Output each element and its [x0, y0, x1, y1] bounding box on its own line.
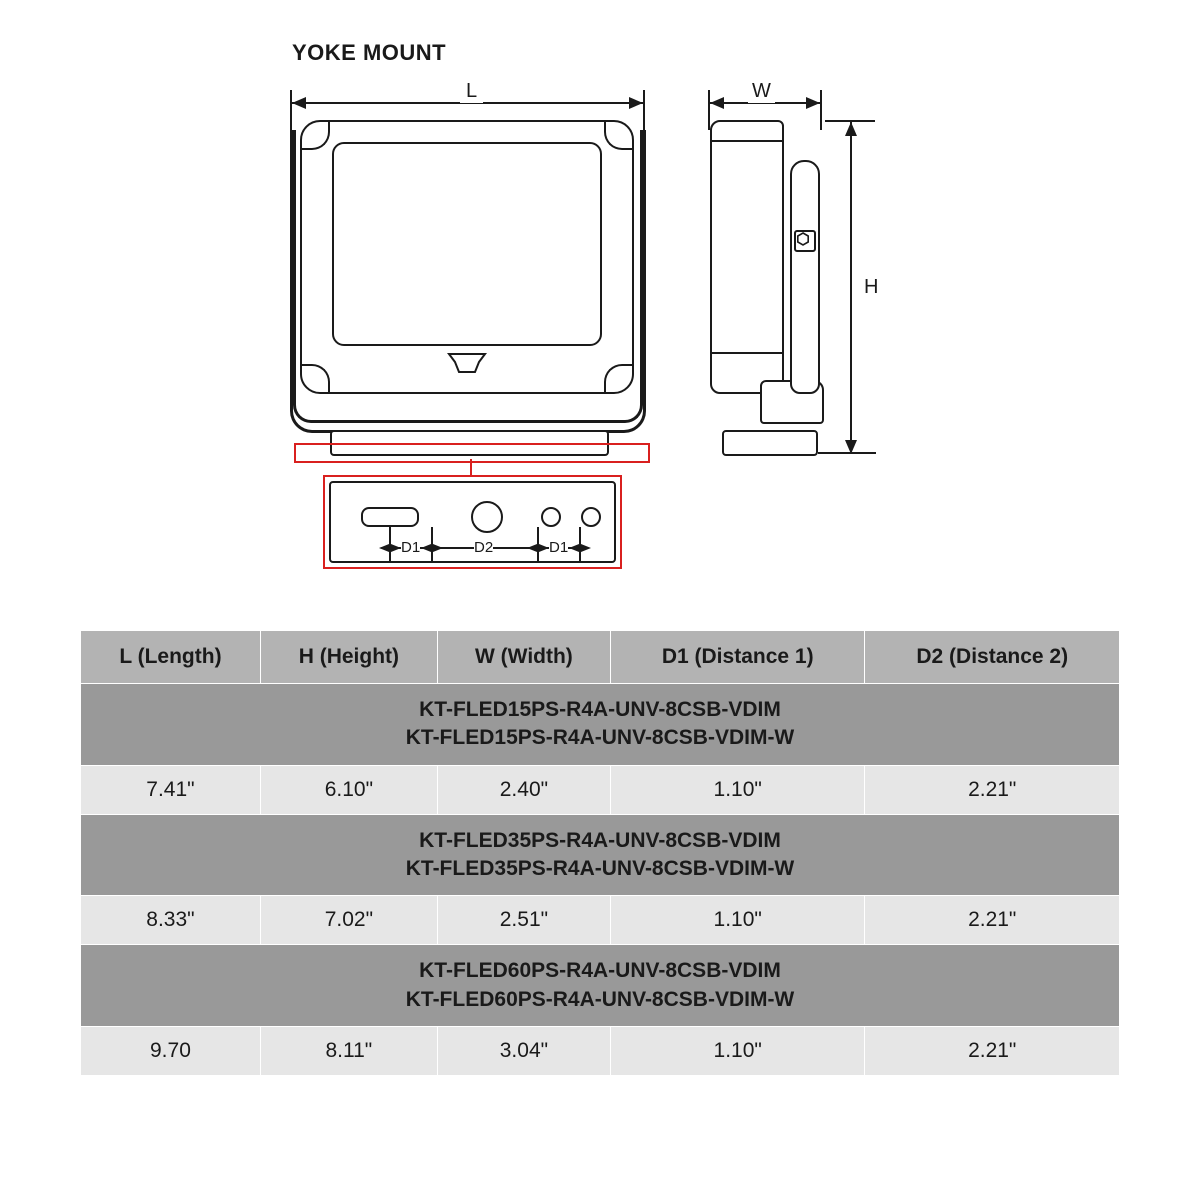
yoke-mount-diagram: L W H	[290, 70, 920, 600]
value-cell: 2.21"	[865, 1027, 1120, 1076]
value-cell: 1.10"	[610, 896, 864, 945]
hex-screw-icon	[796, 232, 810, 246]
front-lens	[332, 142, 602, 346]
side-base-plate	[722, 430, 818, 456]
dim-D1-label-right: D1	[549, 539, 568, 556]
value-cell: 2.51"	[437, 896, 610, 945]
dimensions-table: L (Length) H (Height) W (Width) D1 (Dist…	[80, 630, 1120, 1076]
callout-connector	[470, 459, 472, 475]
value-cell: 9.70	[81, 1027, 261, 1076]
col-D1: D1 (Distance 1)	[610, 631, 864, 684]
callout-highlight-bottom: D1 D2 D1	[323, 475, 622, 569]
value-cell: 7.41"	[81, 765, 261, 814]
side-yoke-assembly	[760, 160, 820, 430]
model-row: KT-FLED60PS-R4A-UNV-8CSB-VDIMKT-FLED60PS…	[81, 945, 1120, 1027]
dim-W-label: W	[748, 80, 775, 103]
value-cell: 1.10"	[610, 765, 864, 814]
mount-hole-small-1	[541, 507, 561, 527]
value-cell: 2.40"	[437, 765, 610, 814]
mount-slot	[361, 507, 419, 527]
value-cell: 3.04"	[437, 1027, 610, 1076]
col-D2: D2 (Distance 2)	[865, 631, 1120, 684]
col-L: L (Length)	[81, 631, 261, 684]
col-H: H (Height)	[260, 631, 437, 684]
mount-hole-large	[471, 501, 503, 533]
value-cell: 1.10"	[610, 1027, 864, 1076]
value-cell: 6.10"	[260, 765, 437, 814]
value-cell: 8.33"	[81, 896, 261, 945]
value-cell: 2.21"	[865, 896, 1120, 945]
dim-L-label: L	[460, 80, 483, 103]
side-yoke-arm	[790, 160, 820, 394]
front-housing	[300, 120, 634, 394]
front-base-plate	[330, 430, 609, 456]
model-row: KT-FLED35PS-R4A-UNV-8CSB-VDIMKT-FLED35PS…	[81, 814, 1120, 896]
keystone-logo-icon	[447, 352, 487, 374]
dim-D1-label-left: D1	[401, 539, 420, 556]
mount-hole-small-2	[581, 507, 601, 527]
value-cell: 7.02"	[260, 896, 437, 945]
dim-H-label: H	[864, 276, 878, 299]
value-cell: 2.21"	[865, 765, 1120, 814]
value-cell: 8.11"	[260, 1027, 437, 1076]
model-row: KT-FLED15PS-R4A-UNV-8CSB-VDIMKT-FLED15PS…	[81, 684, 1120, 766]
bottom-mount-plate: D1 D2 D1	[329, 481, 616, 563]
diagram-title: YOKE MOUNT	[292, 40, 1120, 66]
col-W: W (Width)	[437, 631, 610, 684]
dim-D2-label: D2	[474, 539, 493, 556]
